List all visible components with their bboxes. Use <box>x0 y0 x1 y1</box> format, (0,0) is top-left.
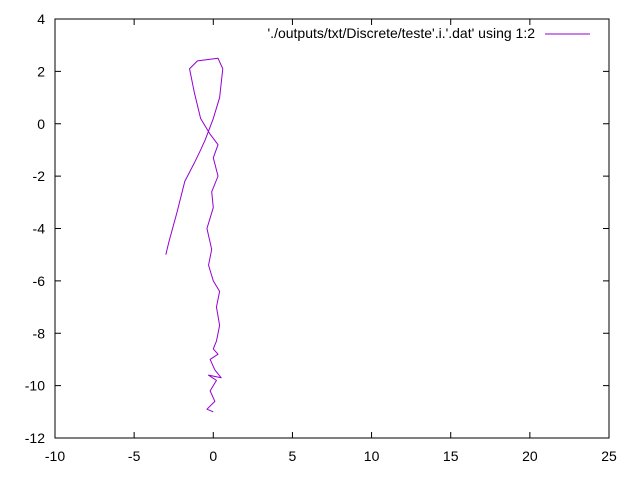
series-group <box>165 57 224 413</box>
x-tick-label: 10 <box>364 448 380 464</box>
x-tick-label: 5 <box>289 448 297 464</box>
x-tick-label: -5 <box>128 448 141 464</box>
y-tick-label: 0 <box>37 116 45 132</box>
y-tick-label: -6 <box>33 273 46 289</box>
legend-label: './outputs/txt/Discrete/teste'.i.'.dat' … <box>268 25 536 41</box>
x-tick-label: -10 <box>45 448 65 464</box>
y-tick-label: -10 <box>25 378 45 394</box>
y-tick-label: -4 <box>33 221 46 237</box>
x-tick-label: 20 <box>522 448 538 464</box>
y-tick-label: -2 <box>33 168 46 184</box>
legend: './outputs/txt/Discrete/teste'.i.'.dat' … <box>268 25 590 41</box>
y-tick-label: 4 <box>37 11 45 27</box>
series-line <box>165 57 224 413</box>
y-tick-label: -8 <box>33 325 46 341</box>
y-tick-label: -12 <box>25 430 45 446</box>
plot-frame <box>54 18 610 439</box>
x-tick-label: 0 <box>209 448 217 464</box>
x-tick-label: 25 <box>601 448 617 464</box>
y-tick-label: 2 <box>37 63 45 79</box>
x-tick-label: 15 <box>443 448 459 464</box>
